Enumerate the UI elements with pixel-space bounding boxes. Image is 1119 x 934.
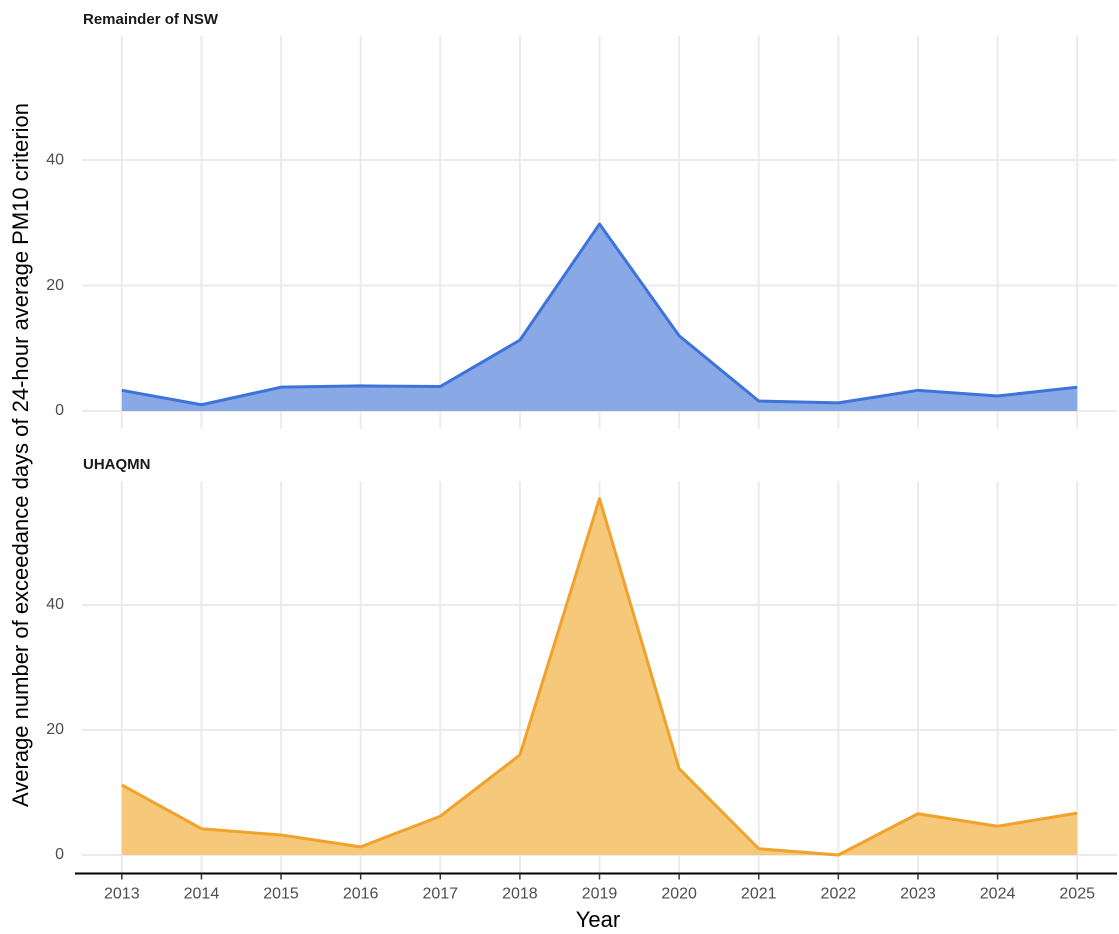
- x-tick-label: 2017: [422, 886, 458, 903]
- y-tick-label: 40: [46, 151, 64, 168]
- y-tick-label: 0: [55, 402, 64, 419]
- facet-title: Remainder of NSW: [83, 11, 219, 28]
- y-tick-label: 0: [55, 846, 64, 863]
- x-tick-label: 2022: [821, 886, 857, 903]
- x-tick-label: 2024: [980, 886, 1016, 903]
- line: [121, 497, 1078, 857]
- x-tick-label: 2020: [661, 886, 697, 903]
- x-tick-label: 2013: [104, 886, 140, 903]
- area: [121, 224, 1078, 412]
- y-tick-label: 20: [46, 277, 64, 294]
- x-tick-label: 2014: [184, 886, 220, 903]
- facet-title: UHAQMN: [83, 456, 151, 473]
- x-tick-label: 2015: [263, 886, 299, 903]
- y-tick-label: 40: [46, 596, 64, 613]
- x-tick-label: 2018: [502, 886, 538, 903]
- x-tick-label: 2021: [741, 886, 777, 903]
- y-axis-label: Average number of exceedance days of 24-…: [8, 103, 33, 807]
- line: [121, 222, 1078, 407]
- x-tick-label: 2019: [582, 886, 618, 903]
- x-axis-label: Year: [576, 907, 620, 932]
- x-tick-label: 2025: [1059, 886, 1095, 903]
- y-tick-label: 20: [46, 721, 64, 738]
- x-tick-label: 2016: [343, 886, 379, 903]
- area: [121, 498, 1078, 855]
- x-tick-label: 2023: [900, 886, 936, 903]
